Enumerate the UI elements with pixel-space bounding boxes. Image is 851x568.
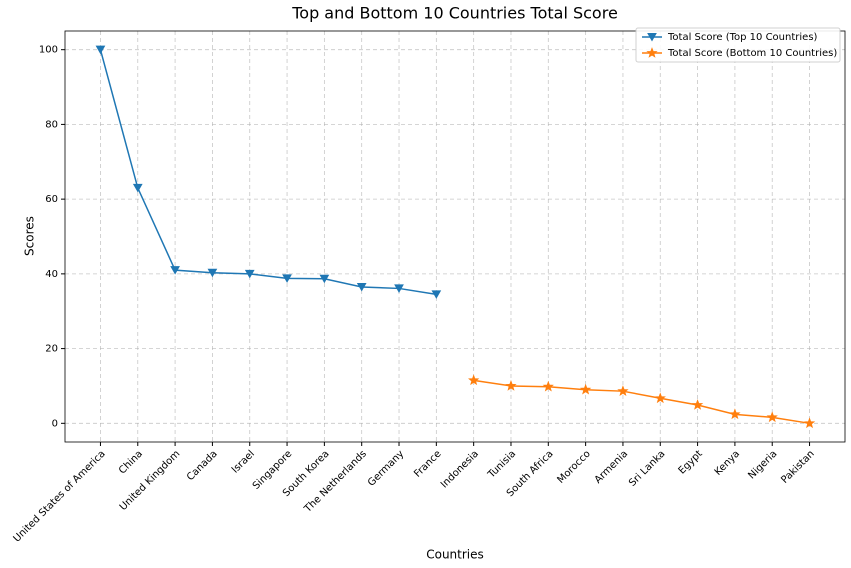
legend-box	[635, 27, 841, 63]
x-tick-label: Canada	[185, 448, 220, 483]
marker	[394, 284, 404, 293]
legend-label: Total Score (Bottom 10 Countries)	[667, 48, 837, 59]
y-tick-label: 20	[45, 344, 58, 355]
marker	[542, 380, 554, 392]
x-tick-label: Tunisia	[486, 448, 519, 481]
x-tick-label: Egypt	[677, 448, 705, 476]
marker	[766, 411, 778, 423]
marker	[579, 383, 592, 395]
legend: Total Score (Top 10 Countries) Total Scor…	[635, 27, 841, 63]
x-tick-label: Germany	[366, 448, 406, 488]
x-tick-label: Morocco	[555, 448, 592, 485]
marker	[505, 380, 517, 391]
x-tick-label: Indonesia	[439, 448, 481, 490]
x-tick-label: The Netherlands	[302, 448, 369, 515]
plot-frame	[64, 30, 846, 443]
y-tick-label: 80	[45, 119, 58, 130]
x-tick-label: Nigeria	[746, 448, 779, 481]
y-tick-label: 0	[52, 418, 58, 429]
x-tick-label: France	[412, 448, 443, 479]
y-tick-label: 100	[39, 45, 58, 56]
marker	[95, 45, 106, 55]
marker	[729, 408, 741, 420]
marker	[356, 282, 367, 292]
marker	[646, 47, 658, 58]
x-tick-label: Pakistan	[779, 448, 816, 485]
x-tick-label: Israel	[230, 448, 257, 475]
marker	[244, 269, 255, 279]
x-tick-label: Kenya	[713, 448, 742, 477]
x-tick-label: Armenia	[593, 448, 630, 485]
y-tick-label: 60	[45, 194, 58, 205]
marker	[654, 392, 666, 404]
series-line	[473, 379, 810, 425]
marker	[132, 183, 143, 193]
chart-title: Top and Bottom 10 Countries Total Score	[291, 4, 618, 23]
x-tick-label: Sri Lanka	[627, 448, 667, 488]
marker	[170, 266, 180, 275]
marker	[468, 374, 480, 386]
marker	[431, 290, 442, 299]
legend-label: Total Score (Top 10 Countries)	[667, 32, 818, 43]
x-axis-label: Countries	[426, 548, 484, 562]
x-tick-label: China	[117, 448, 145, 476]
y-axis-label: Scores	[23, 216, 37, 256]
marker	[803, 417, 816, 429]
marker	[647, 33, 657, 42]
marker	[319, 274, 330, 284]
x-tick-label: United States of America	[12, 448, 108, 544]
marker	[617, 385, 629, 396]
marker	[282, 274, 292, 283]
marker	[691, 399, 704, 410]
marker	[207, 268, 218, 278]
series-line	[99, 49, 437, 296]
y-tick-label: 40	[45, 269, 58, 280]
